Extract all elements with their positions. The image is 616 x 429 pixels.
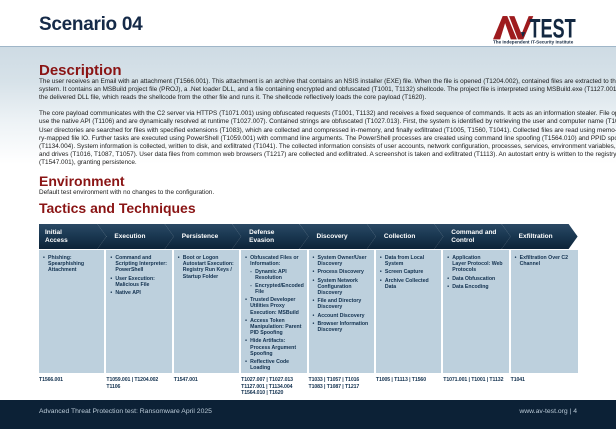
svg-text:The Independent IT-Security In: The Independent IT-Security Institute <box>493 40 574 45</box>
svg-text:TEST: TEST <box>529 14 576 44</box>
